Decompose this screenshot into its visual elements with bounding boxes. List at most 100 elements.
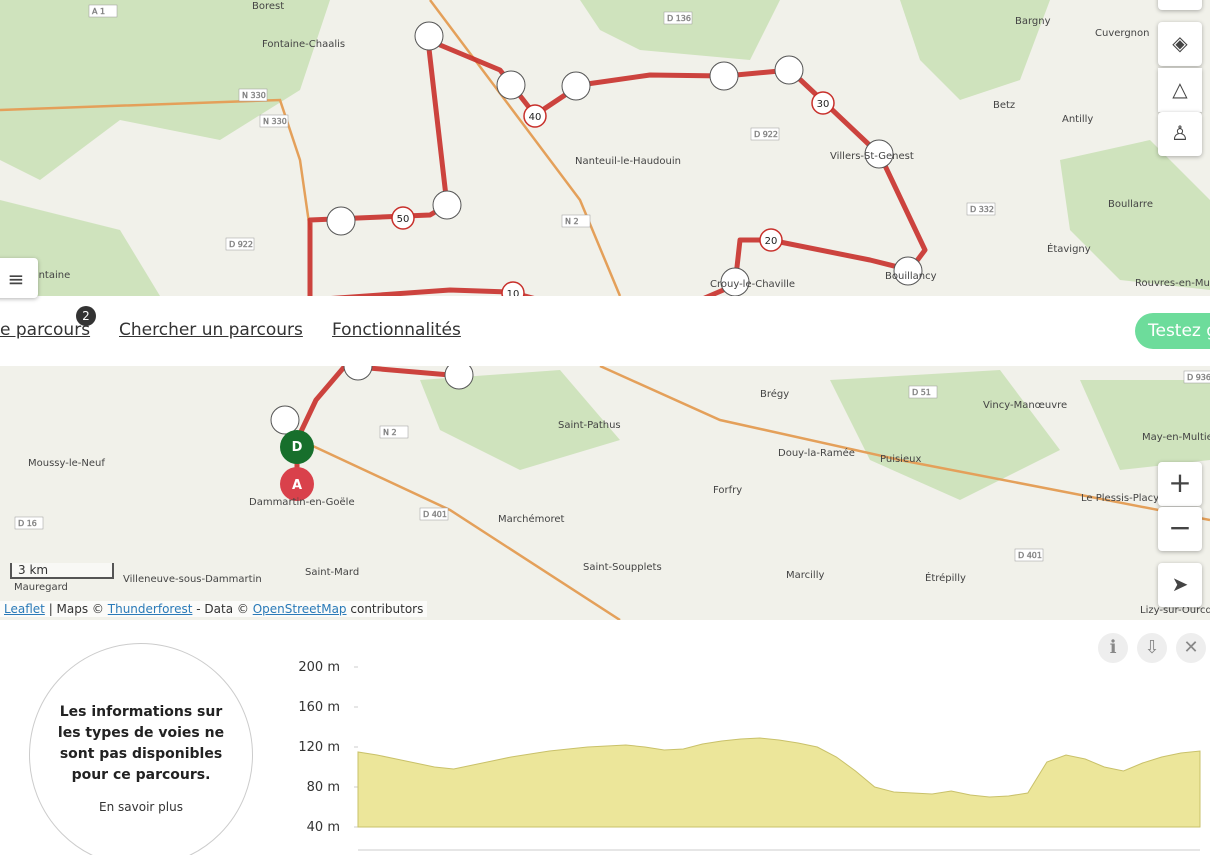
zoom-in[interactable]: +	[1158, 462, 1202, 506]
road-badge	[663, 11, 693, 25]
place: Boullarre	[1108, 199, 1153, 210]
road-label: D 936	[1187, 373, 1210, 382]
learn-more[interactable]: En savoir plus	[99, 800, 183, 814]
end-marker: A	[292, 478, 302, 493]
road-label: N 330	[242, 91, 266, 100]
km-label: 20	[765, 236, 778, 247]
info-text: Les informations sur les types de voies …	[57, 704, 225, 783]
road-label: N 2	[565, 217, 579, 226]
km-label: 30	[817, 99, 830, 110]
close-icon[interactable]: ✕	[1176, 633, 1206, 663]
map-button[interactable]	[1158, 0, 1202, 10]
menu-button[interactable]: ≡	[0, 258, 38, 298]
road-label: D 401	[1018, 551, 1042, 560]
place: Villeneuve-sous-Dammartin	[123, 574, 262, 585]
place: Bouillancy	[885, 271, 937, 282]
maps-text: | Maps ©	[48, 602, 104, 616]
place: Betz	[993, 100, 1015, 111]
km-label: 10	[507, 289, 520, 300]
place: Antilly	[1062, 114, 1093, 125]
road-badge	[88, 4, 118, 18]
road-label: D 401	[423, 510, 447, 519]
place: Crouy-le-Chaville	[710, 279, 795, 290]
road-label: D 922	[754, 130, 778, 139]
elevation-chart: 40 m 80 m 120 m 160 m 200 m	[298, 660, 1201, 851]
road-labels: A 1 N 330 N 330 D 136 D 922 D 922 D 332 N 2 N 2 D…	[14, 4, 1210, 562]
contributors-text: contributors	[350, 602, 424, 616]
elevation-area	[357, 737, 1201, 828]
y-tick-label: 120 m	[298, 740, 340, 755]
road-badge	[1183, 370, 1210, 384]
my-routes[interactable]: e parcours	[0, 320, 91, 340]
road-badge	[419, 507, 449, 521]
place: Dammartin-en-Goële	[249, 497, 355, 508]
road-badge	[238, 88, 268, 102]
place: Moussy-le-Neuf	[28, 458, 105, 469]
place: Bargny	[1015, 16, 1051, 27]
y-tick-label: 200 m	[298, 660, 340, 675]
place: Brégy	[760, 388, 789, 400]
place: Cuvergnon	[1095, 28, 1149, 39]
place: Nanteuil-le-Haudouin	[575, 156, 681, 167]
road-badge	[966, 202, 996, 216]
place: Saint-Pathus	[558, 420, 621, 431]
attribution: Leaflet | Maps © Thunderforest - Data © …	[0, 601, 428, 617]
road-label: A 1	[92, 7, 105, 16]
road-label: D 136	[667, 14, 691, 23]
place: Rouvres-en-Mu	[1135, 278, 1210, 289]
leaflet-link[interactable]: Leaflet	[4, 602, 45, 616]
scale: 3 km	[10, 563, 114, 579]
place: Étrépilly	[925, 571, 966, 584]
y-tick-label: 40 m	[307, 820, 340, 835]
place: Douy-la-Ramée	[778, 447, 855, 459]
place: Saint-Soupplets	[583, 562, 662, 573]
locate-button[interactable]: ➤	[1158, 563, 1202, 607]
place: Puisieux	[880, 454, 921, 465]
search-link[interactable]: Chercher un parcours	[119, 320, 303, 340]
layers-button[interactable]: ◈	[1158, 22, 1202, 66]
elevation-button[interactable]: △	[1158, 68, 1202, 112]
road-badge	[561, 214, 591, 228]
road-badge	[14, 516, 44, 530]
place: Marchémoret	[498, 513, 565, 525]
osm-link[interactable]: OpenStreetMap	[252, 602, 347, 616]
road-badge	[908, 385, 938, 399]
road-badge	[750, 127, 780, 141]
road-label: D 16	[18, 519, 37, 528]
place: Saint-Mard	[305, 567, 359, 578]
road-label: D 332	[970, 205, 994, 214]
poi-button[interactable]: ♙	[1158, 112, 1202, 156]
place: Forfry	[713, 485, 742, 496]
km-marker	[523, 104, 547, 128]
y-tick-label: 80 m	[307, 780, 340, 795]
try-button[interactable]: Testez g	[1135, 313, 1210, 349]
place: Mauregard	[14, 582, 68, 593]
place: Le Plessis-Placy	[1081, 493, 1159, 504]
road-label: N 2	[383, 428, 397, 437]
download-icon[interactable]: ⇩	[1137, 633, 1167, 663]
y-tick-label: 160 m	[298, 700, 340, 715]
road-label: D 51	[912, 388, 931, 397]
km-label: 40	[529, 112, 542, 123]
km-marker	[759, 228, 783, 252]
start-marker: D	[292, 440, 303, 455]
km-marker	[391, 206, 415, 230]
road-label: D 922	[229, 240, 253, 249]
info-icon[interactable]: ℹ	[1098, 633, 1128, 663]
place: May-en-Multie	[1142, 432, 1210, 443]
place: Vincy-Manœuvre	[983, 400, 1067, 411]
km-marker	[811, 91, 835, 115]
zoom-out[interactable]: −	[1158, 507, 1202, 551]
features-link[interactable]: Fonctionnalités	[332, 320, 461, 340]
thunderforest-link[interactable]: Thunderforest	[107, 602, 193, 616]
place: Marcilly	[786, 570, 824, 581]
place: Borest	[252, 1, 284, 12]
place: Fontaine-Chaalis	[262, 39, 345, 50]
nav-bar: e parcours 2 Chercher un parcours Foncti…	[0, 296, 1210, 366]
road-badge	[259, 114, 289, 128]
road-badge	[225, 237, 255, 251]
place: Villers-St-Genest	[830, 151, 914, 162]
road-badge	[1014, 548, 1044, 562]
km-label: 50	[397, 214, 410, 225]
